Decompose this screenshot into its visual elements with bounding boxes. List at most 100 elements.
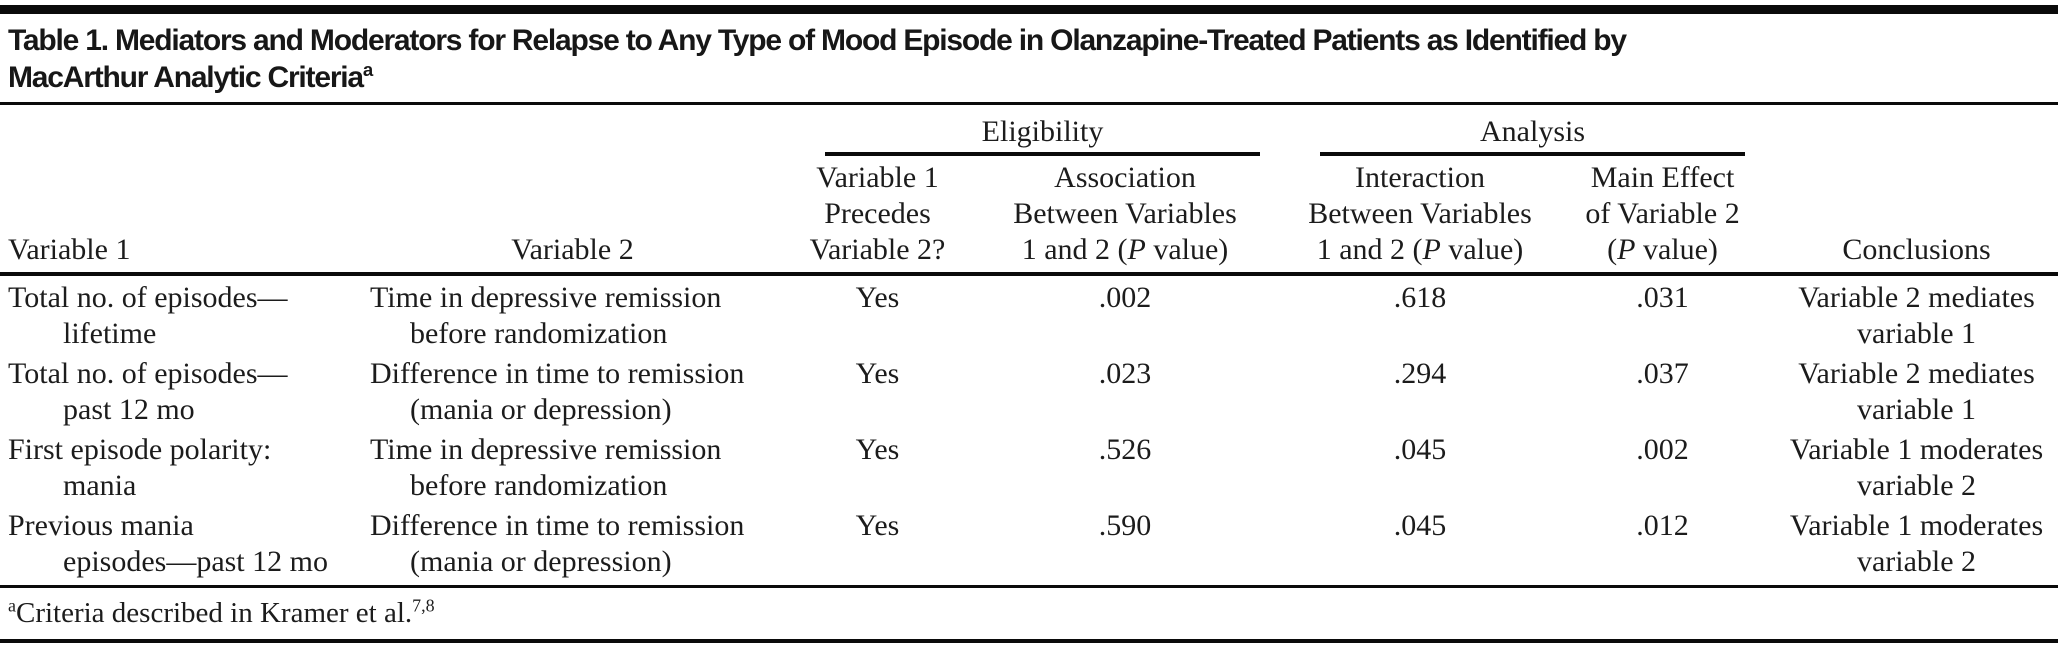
interaction-pvalue-pre: 1 and 2 ( (1316, 233, 1423, 266)
column-header-row: Variable 1 Variable 2 Variable 1 Precede… (0, 156, 2058, 276)
main-effect-header-line2: of Variable 2 (1585, 197, 1740, 230)
table-title-line1: Table 1. Mediators and Moderators for Re… (8, 24, 1627, 57)
cell-association-p: .023 (1098, 357, 1152, 390)
cell-variable1: Total no. of episodes— lifetime (0, 274, 350, 352)
precedes-header-line2: Precedes (824, 197, 931, 230)
cell-precedes: Yes (795, 504, 960, 588)
table-row: First episode polarity: mania Time in de… (0, 428, 2058, 504)
conclusion-line2: variable 2 (1856, 545, 1977, 578)
variable1-line2: past 12 mo (63, 393, 195, 426)
main-effect-header-line3: (P value) (1550, 232, 1775, 268)
col-header-conclusions: Conclusions (1775, 156, 2058, 276)
col-header-precedes: Variable 1 Precedes Variable 2? (795, 156, 960, 276)
interaction-pvalue-italic: P (1422, 233, 1441, 266)
cell-precedes: Yes (855, 357, 900, 390)
table-top-bar (0, 5, 2058, 14)
cell-variable1: First episode polarity: mania (0, 428, 350, 504)
analysis-group-label: Analysis (1320, 114, 1746, 156)
variable2-line1: Difference in time to remission (370, 357, 745, 390)
page-root: Table 1. Mediators and Moderators for Re… (0, 5, 2058, 643)
variable2-line2: (mania or depression) (410, 393, 672, 426)
eligibility-group-label: Eligibility (825, 114, 1261, 156)
bottom-rule (0, 639, 2058, 643)
title-superscript: a (362, 59, 373, 80)
association-header-line2: Between Variables (1013, 197, 1237, 230)
interaction-header-line3: 1 and 2 (P value) (1290, 232, 1550, 268)
col-header-association: Association Between Variables 1 and 2 (P… (960, 156, 1291, 276)
cell-interaction-p: .618 (1393, 281, 1447, 314)
cell-precedes: Yes (855, 281, 900, 314)
col-header-main-effect: Main Effect of Variable 2 (P value) (1550, 156, 1776, 276)
variable2-line1: Difference in time to remission (370, 509, 745, 542)
group-header-spacer-right (1775, 105, 2058, 156)
cell-association-p: .526 (1098, 433, 1152, 466)
cell-main-effect-p: .031 (1636, 281, 1689, 314)
cell-variable1: Total no. of episodes— past 12 mo (0, 352, 350, 428)
cell-variable2: Time in depressive remission before rand… (350, 274, 795, 352)
association-pvalue-post: value) (1145, 233, 1229, 266)
variable2-line1: Time in depressive remission (370, 433, 722, 466)
variable1-line2: mania (63, 469, 137, 502)
cell-main-effect-p: .002 (1636, 433, 1689, 466)
group-header-row: Eligibility Analysis (0, 105, 2058, 156)
main-effect-pvalue-italic: P (1617, 233, 1636, 266)
col-header-interaction: Interaction Between Variables 1 and 2 (P… (1290, 156, 1551, 276)
conclusion-line1: Variable 1 moderates (1789, 509, 2044, 542)
variable1-line1: First episode polarity: (8, 433, 272, 466)
variable1-line1: Total no. of episodes— (8, 281, 288, 314)
footnote-text: Criteria described in Kramer et al. (15, 597, 413, 629)
cell-variable2: Difference in time to remission (mania o… (350, 352, 795, 428)
variable2-line2: (mania or depression) (410, 545, 672, 578)
cell-main-effect-p: .037 (1636, 357, 1689, 390)
group-header-analysis: Analysis (1290, 105, 1775, 156)
cell-precedes: Yes (855, 433, 900, 466)
conclusion-line2: variable 1 (1856, 393, 1977, 426)
association-pvalue-italic: P (1127, 233, 1146, 266)
precedes-header-line3: Variable 2? (809, 233, 946, 266)
conclusion-line2: variable 2 (1856, 469, 1977, 502)
precedes-header-line1: Variable 1 (816, 161, 939, 194)
cell-variable2: Difference in time to remission (mania o… (350, 504, 795, 588)
variable2-line1: Time in depressive remission (370, 281, 722, 314)
variable2-line2: before randomization (410, 469, 668, 502)
conclusion-line2: variable 1 (1856, 317, 1977, 350)
cell-variable2: Time in depressive remission before rand… (350, 428, 795, 504)
association-pvalue-pre: 1 and 2 ( (1021, 233, 1128, 266)
cell-main-effect-p: .012 (1550, 504, 1776, 588)
table-row: Total no. of episodes— past 12 mo Differ… (0, 352, 2058, 428)
conclusion-line1: Variable 2 mediates (1798, 357, 2035, 390)
conclusion-line1: Variable 2 mediates (1798, 281, 2035, 314)
cell-conclusion: Variable 1 moderates variable 2 (1775, 504, 2058, 588)
variable1-line1: Previous mania (8, 509, 194, 542)
association-header-line1: Association (1054, 161, 1196, 194)
variable2-line2: before randomization (410, 317, 668, 350)
group-header-eligibility: Eligibility (795, 105, 1290, 156)
group-header-spacer-left (0, 105, 795, 156)
main-effect-pvalue-pre: ( (1607, 233, 1618, 266)
variable1-line2: lifetime (63, 317, 157, 350)
table-row: Previous mania episodes—past 12 mo Diffe… (0, 504, 2058, 588)
main-effect-pvalue-post: value) (1635, 233, 1718, 266)
conclusion-line1: Variable 1 moderates (1789, 433, 2044, 466)
cell-interaction-p: .294 (1393, 357, 1447, 390)
cell-conclusion: Variable 2 mediates variable 1 (1775, 352, 2058, 428)
col-header-variable1: Variable 1 (0, 156, 350, 276)
table-footnote: aCriteria described in Kramer et al.7,8 (0, 588, 2058, 639)
table-title: Table 1. Mediators and Moderators for Re… (0, 14, 1728, 102)
table-title-line2: MacArthur Analytic Criteria (8, 61, 364, 94)
cell-association-p: .002 (1098, 281, 1152, 314)
cell-conclusion: Variable 2 mediates variable 1 (1775, 274, 2058, 352)
variable1-line1: Total no. of episodes— (8, 357, 288, 390)
interaction-header-line2: Between Variables (1308, 197, 1532, 230)
cell-interaction-p: .045 (1290, 504, 1551, 588)
interaction-pvalue-post: value) (1440, 233, 1524, 266)
table-row: Total no. of episodes— lifetime Time in … (0, 274, 2058, 352)
col-header-variable2: Variable 2 (350, 156, 795, 276)
title-rule (0, 102, 2058, 105)
association-header-line3: 1 and 2 (P value) (960, 232, 1290, 268)
footnote-superscript-lead: a (8, 595, 16, 616)
cell-interaction-p: .045 (1393, 433, 1447, 466)
footnote-reference-numbers: 7,8 (412, 595, 435, 616)
cell-association-p: .590 (960, 504, 1291, 588)
interaction-header-line1: Interaction (1355, 161, 1485, 194)
